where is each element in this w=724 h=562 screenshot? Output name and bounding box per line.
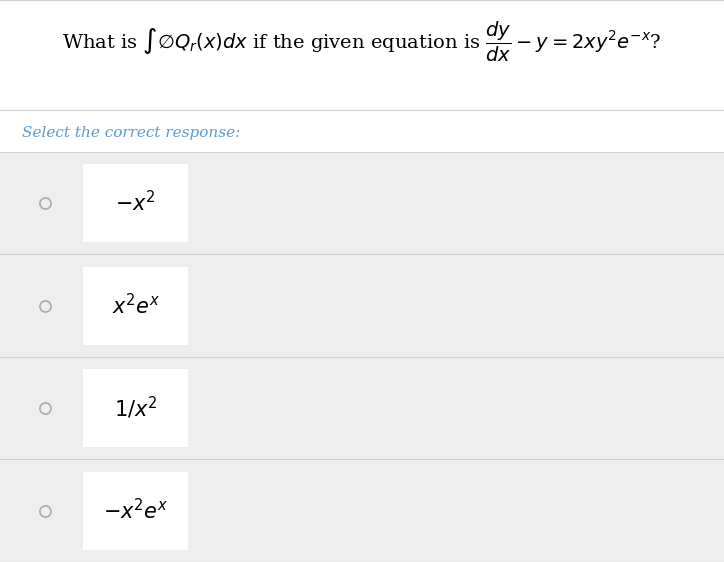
FancyBboxPatch shape bbox=[0, 110, 724, 152]
Text: $-x^2e^x$: $-x^2e^x$ bbox=[103, 498, 169, 523]
FancyBboxPatch shape bbox=[83, 266, 188, 345]
FancyBboxPatch shape bbox=[83, 369, 188, 447]
Text: What is $\int \emptyset Q_{r}(x)dx$ if the given equation is $\dfrac{dy}{dx} - y: What is $\int \emptyset Q_{r}(x)dx$ if t… bbox=[62, 20, 662, 64]
Text: $x^2e^x$: $x^2e^x$ bbox=[111, 293, 160, 318]
FancyBboxPatch shape bbox=[83, 164, 188, 242]
FancyBboxPatch shape bbox=[0, 254, 724, 357]
FancyBboxPatch shape bbox=[83, 472, 188, 550]
FancyBboxPatch shape bbox=[0, 357, 724, 460]
FancyBboxPatch shape bbox=[0, 460, 724, 562]
Text: $1/x^2$: $1/x^2$ bbox=[114, 395, 158, 422]
Text: Select the correct response:: Select the correct response: bbox=[22, 126, 240, 140]
FancyBboxPatch shape bbox=[0, 152, 724, 254]
Text: $-x^2$: $-x^2$ bbox=[115, 191, 156, 216]
FancyBboxPatch shape bbox=[0, 0, 724, 110]
